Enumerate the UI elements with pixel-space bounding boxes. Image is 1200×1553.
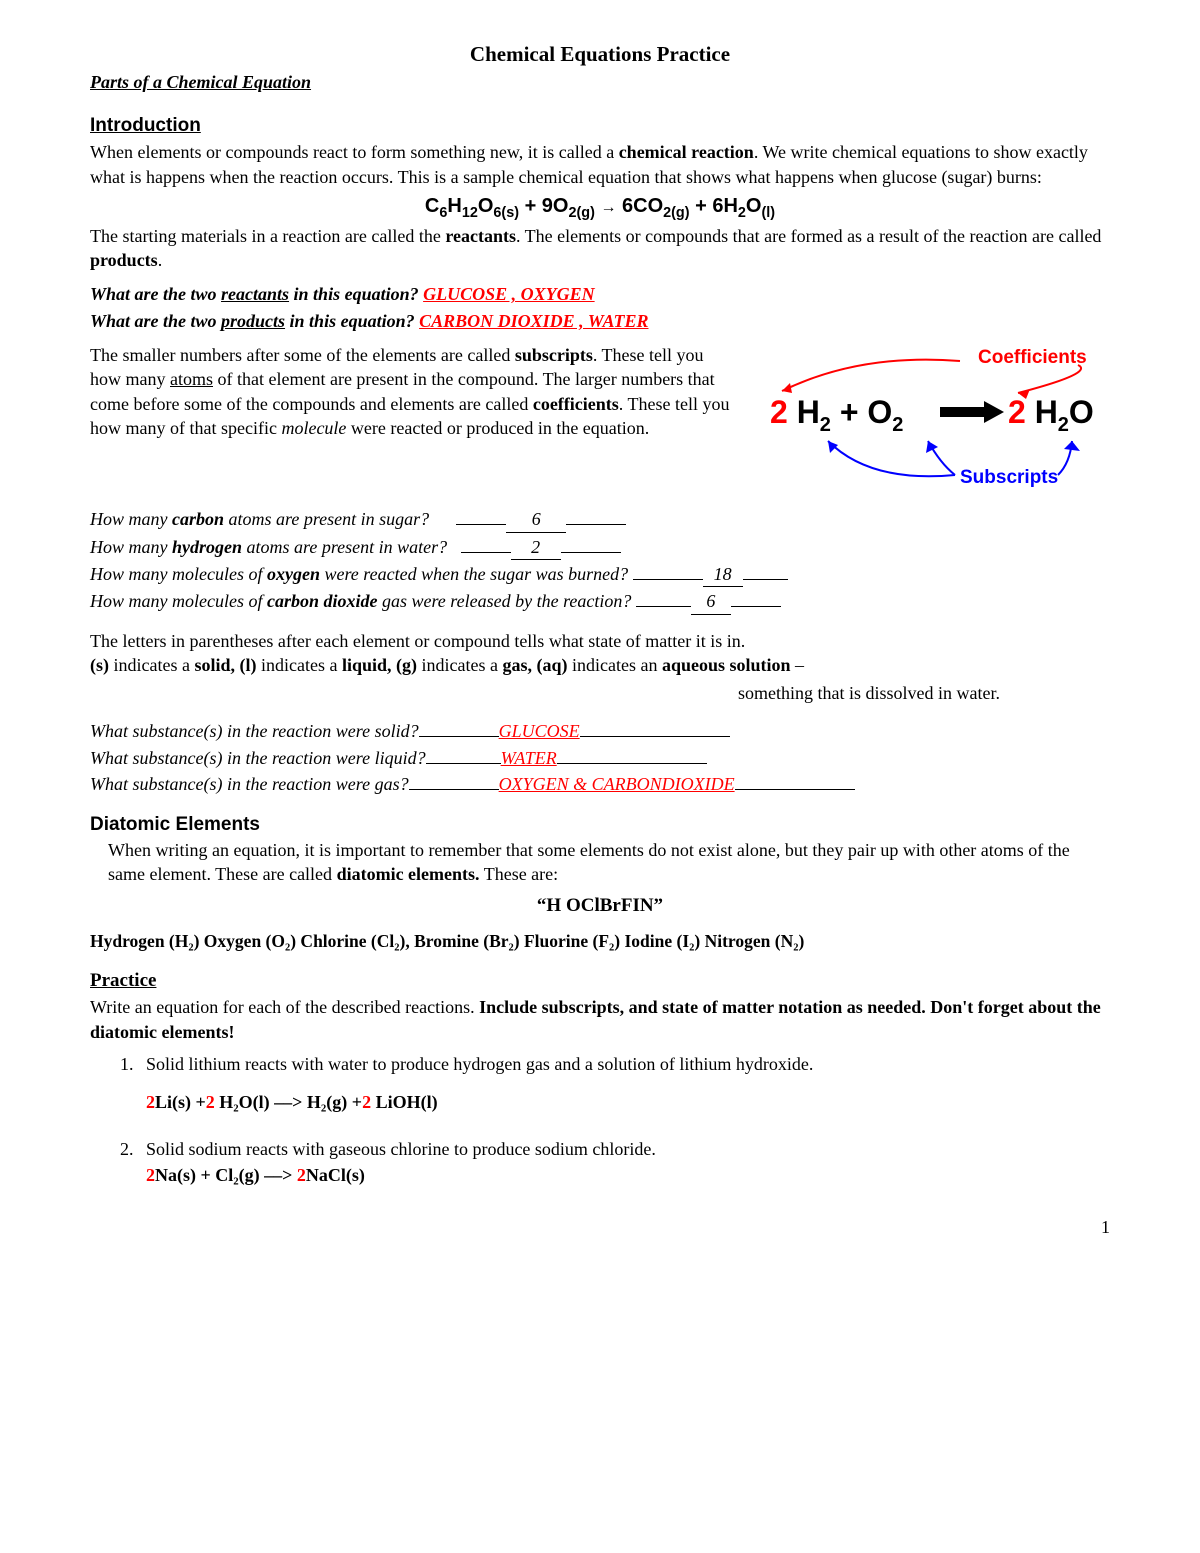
- page-title: Chemical Equations Practice: [90, 40, 1110, 68]
- practice-intro: Write an equation for each of the descri…: [90, 995, 1110, 1044]
- coef-label: Coefficients: [978, 347, 1087, 368]
- practice-heading: Practice: [90, 968, 1110, 994]
- diatomic-heading: Diatomic Elements: [90, 812, 1110, 838]
- practice-item-2: Solid sodium reacts with gaseous chlorin…: [138, 1137, 1110, 1188]
- page-number: 1: [90, 1215, 1110, 1239]
- sub-label: Subscripts: [960, 467, 1058, 488]
- practice-list: Solid lithium reacts with water to produ…: [138, 1052, 1110, 1187]
- intro-heading: Introduction: [90, 113, 1110, 139]
- practice-item-1: Solid lithium reacts with water to produ…: [138, 1052, 1110, 1115]
- main-equation: C6H12O6(s) + 9O2(g) → 6CO2(g) + 6H2O(l): [90, 193, 1110, 220]
- subscripts-row: The smaller numbers after some of the el…: [90, 343, 1110, 499]
- mnemonic: “H OClBrFIN”: [90, 893, 1110, 919]
- intro-p2: The starting materials in a reaction are…: [90, 224, 1110, 273]
- subscripts-para: The smaller numbers after some of the el…: [90, 343, 738, 440]
- qa-reactants-products: What are the two reactants in this equat…: [90, 282, 1110, 333]
- subtitle: Parts of a Chemical Equation: [90, 70, 1110, 94]
- states-para: The letters in parentheses after each el…: [90, 629, 1110, 678]
- svg-text:2 H2O: 2 H2O: [1008, 394, 1094, 436]
- diatomic-para: When writing an equation, it is importan…: [108, 838, 1110, 887]
- fill-block-1: How many carbon atoms are present in sug…: [90, 507, 1110, 614]
- diatomic-elements: Hydrogen (H₂) Oxygen (O₂) Chlorine (Cl₂)…: [90, 930, 1110, 954]
- intro-p1: When elements or compounds react to form…: [90, 140, 1110, 189]
- states-trail: something that is dissolved in water.: [90, 681, 1000, 705]
- fill-block-2: What substance(s) in the reaction were s…: [90, 719, 1110, 796]
- svg-text:2 H2 + O2: 2 H2 + O2: [770, 394, 903, 436]
- coefficients-diagram: Coefficients 2 H2 + O2 2 H2O Subscripts: [760, 343, 1110, 499]
